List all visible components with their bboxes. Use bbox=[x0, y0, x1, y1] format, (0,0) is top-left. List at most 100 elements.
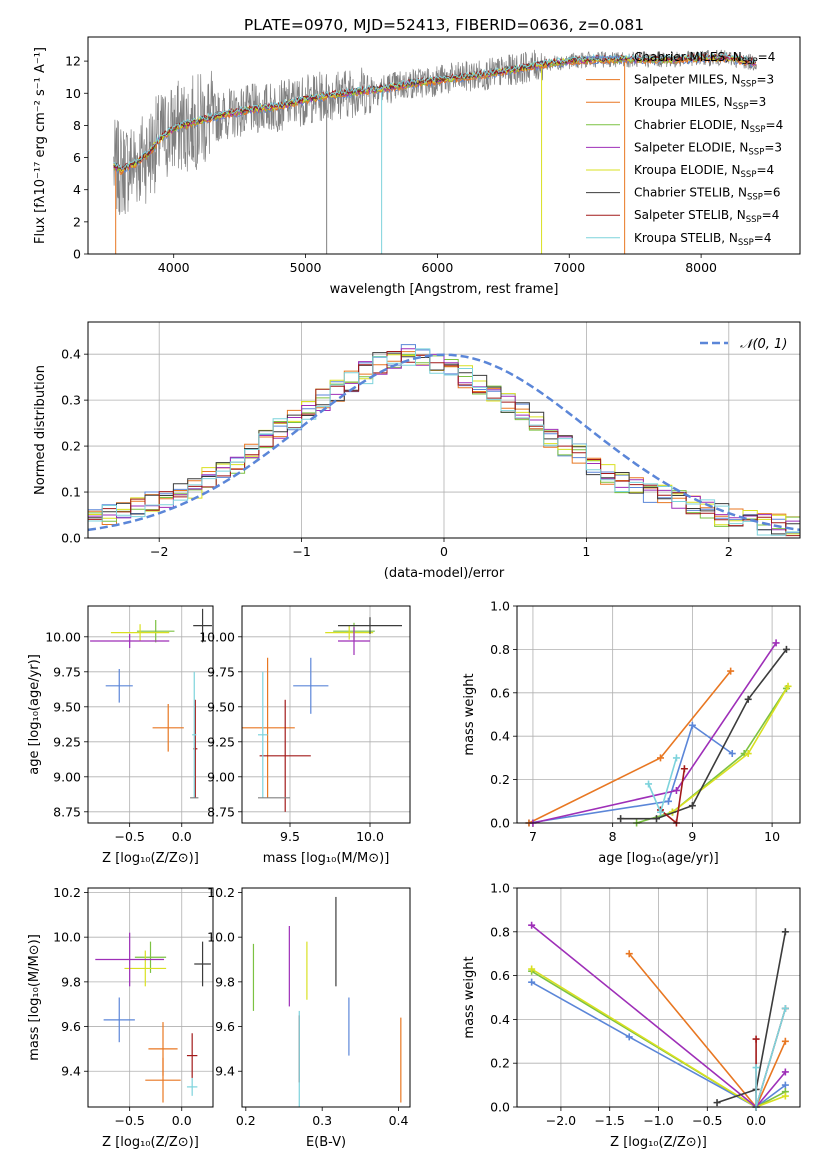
spectrum-legend-subscript: SSP bbox=[738, 238, 754, 248]
agew-point-marker-5-2 bbox=[688, 802, 696, 810]
metallicity-mass-panel: −0.5 0.0 9.4 9.6 9.8 10.0 10.2 Z [log₁₀(Z/Z⊙)] m… bbox=[27, 885, 214, 1150]
agew-point-marker-3-1 bbox=[744, 750, 752, 758]
mage-ytick-label: 8.75 bbox=[207, 804, 235, 819]
zage-ytick-label: 9.25 bbox=[53, 734, 81, 749]
ebv-ytick-label: 9.6 bbox=[215, 1019, 235, 1034]
zmass-ytick-label: 9.4 bbox=[61, 1064, 81, 1079]
agew-series-line-0 bbox=[528, 724, 733, 823]
metallicity-age-panel: −0.5 0.0 8.75 9.00 9.25 9.50 9.75 10.00 Z [log₁₀… bbox=[27, 605, 214, 866]
metallicity-weight-panel: −2.0 −1.5 −1.0 −0.5 0.0 0.0 0.2 0.4 0.6 0.8 1.0 Z [… bbox=[462, 881, 801, 1150]
agew-frame bbox=[516, 605, 801, 824]
spectrum-legend-nssp: =4 bbox=[756, 163, 774, 177]
residual-gaussian-curve bbox=[88, 353, 800, 532]
residual-xaxis-label: (data-model)/error bbox=[384, 566, 505, 581]
spectrum-legend-nssp: =4 bbox=[766, 118, 784, 132]
residual-xtick-label: −2 bbox=[150, 544, 168, 559]
zmass-yaxis-label: mass [log₁₀(M/M⊙)] bbox=[27, 934, 42, 1061]
spectrum-legend-label-6: Chabrier STELIB, NSSP=6 bbox=[634, 186, 781, 203]
zage-xtick-label: 0.0 bbox=[172, 829, 192, 844]
zw-series-line-0 bbox=[531, 981, 786, 1107]
spectrum-legend-subscript: SSP bbox=[748, 147, 764, 157]
zage-ytick-label: 9.50 bbox=[53, 699, 81, 714]
residual-histogram-6 bbox=[88, 351, 800, 537]
zw-point-marker-5-0 bbox=[713, 1099, 721, 1107]
spectrum-legend-label-1: Salpeter MILES, NSSP=3 bbox=[634, 73, 774, 90]
zmass-ytick-label: 9.8 bbox=[61, 974, 81, 989]
mage-ytick-label: 9.25 bbox=[207, 734, 235, 749]
agew-point-marker-6-2 bbox=[680, 765, 688, 773]
residual-ytick-label: 0.2 bbox=[61, 439, 81, 454]
ebv-ytick-label: 10.2 bbox=[207, 885, 235, 900]
agew-point-marker-0-2 bbox=[688, 721, 696, 729]
zw-point-marker-1-2 bbox=[781, 1037, 789, 1045]
zw-xtick-label: −1.0 bbox=[643, 1113, 673, 1128]
spectrum-legend-nssp: =3 bbox=[749, 95, 767, 109]
agew-xtick-label: 9 bbox=[688, 829, 696, 844]
residual-frame bbox=[87, 321, 801, 539]
zw-ytick-label: 0.2 bbox=[490, 1056, 510, 1071]
zw-ytick-label: 1.0 bbox=[490, 881, 510, 896]
spectrum-xtick-label: 5000 bbox=[290, 260, 322, 275]
zage-ytick-label: 10.00 bbox=[45, 629, 81, 644]
ebv-ytick-label: 9.8 bbox=[215, 974, 235, 989]
spectrum-legend-label-4: Salpeter ELODIE, NSSP=3 bbox=[634, 140, 782, 157]
agew-xtick-label: 10 bbox=[764, 829, 780, 844]
mage-ytick-label: 9.00 bbox=[207, 769, 235, 784]
zage-ytick-label: 8.75 bbox=[53, 804, 81, 819]
spectrum-legend-subscript: SSP bbox=[750, 125, 766, 135]
mage-ytick-label: 9.75 bbox=[207, 664, 235, 679]
agew-point-marker-0-3 bbox=[728, 750, 736, 758]
zage-ytick-label: 9.75 bbox=[53, 664, 81, 679]
agew-point-marker-5-4 bbox=[782, 645, 790, 653]
zw-ytick-label: 0.4 bbox=[490, 1012, 510, 1027]
residual-histogram-panel: −2 −1 0 1 2 0.0 0.1 0.2 0.3 0.4 (data-model)/error… bbox=[33, 321, 801, 581]
spectrum-xtick-label: 6000 bbox=[422, 260, 454, 275]
agew-point-marker-7-0 bbox=[645, 780, 653, 788]
mage-xtick-label: 10.0 bbox=[356, 829, 384, 844]
agew-ytick-label: 0.8 bbox=[490, 642, 510, 657]
agew-xaxis-label: age [log₁₀(age/yr)] bbox=[598, 851, 719, 866]
ebv-xaxis-label: E(B-V) bbox=[306, 1135, 346, 1150]
zw-series-line-1 bbox=[628, 953, 787, 1107]
zw-frame bbox=[516, 887, 801, 1108]
extinction-mass-panel: 0.2 0.3 0.4 9.4 9.6 9.8 10.0 10.2 E(B-V) bbox=[207, 885, 411, 1150]
zw-point-marker-0-0 bbox=[528, 978, 536, 986]
zw-point-marker-6-0 bbox=[752, 1035, 760, 1043]
agew-xtick-label: 8 bbox=[609, 829, 617, 844]
spectrum-legend-subscript: SSP bbox=[746, 215, 762, 225]
agew-yaxis-label: mass weight bbox=[462, 673, 477, 755]
zw-ytick-label: 0.6 bbox=[490, 968, 510, 983]
spectrum-legend-label-8: Kroupa STELIB, NSSP=4 bbox=[634, 231, 772, 248]
spectrum-xtick-label: 7000 bbox=[553, 260, 585, 275]
spectrum-legend-subscript: SSP bbox=[741, 80, 757, 90]
zw-yaxis-label: mass weight bbox=[462, 956, 477, 1038]
agew-ytick-label: 0.2 bbox=[490, 772, 510, 787]
ebv-xtick-label: 0.3 bbox=[312, 1113, 332, 1128]
zmass-ytick-label: 10.2 bbox=[53, 885, 81, 900]
agew-point-marker-5-1 bbox=[653, 815, 661, 823]
spectrum-xtick-label: 4000 bbox=[158, 260, 190, 275]
residual-xtick-label: −1 bbox=[292, 544, 310, 559]
residual-ytick-label: 0.1 bbox=[61, 485, 81, 500]
zw-point-marker-4-0 bbox=[528, 921, 536, 929]
ebv-xtick-label: 0.2 bbox=[236, 1113, 256, 1128]
agew-point-marker-3-2 bbox=[784, 682, 792, 690]
mage-xtick-label: 9.5 bbox=[280, 829, 300, 844]
spectrum-legend-label-5: Kroupa ELODIE, NSSP=4 bbox=[634, 163, 774, 180]
spectrum-legend-nssp: =4 bbox=[758, 50, 776, 64]
mage-ytick-label: 10.00 bbox=[199, 629, 235, 644]
zw-point-marker-3-2 bbox=[781, 1092, 789, 1100]
spectrum-ytick-label: 8 bbox=[73, 118, 81, 133]
spectrum-legend-label-7: Salpeter STELIB, NSSP=4 bbox=[634, 208, 779, 225]
zw-point-marker-5-2 bbox=[781, 928, 789, 936]
agew-series-line-6 bbox=[659, 768, 686, 823]
mage-frame bbox=[241, 605, 411, 824]
ebv-frame bbox=[241, 887, 411, 1108]
agew-point-marker-1-2 bbox=[727, 667, 735, 675]
spectrum-legend-subscript: SSP bbox=[733, 102, 749, 112]
zw-xtick-label: 0.0 bbox=[746, 1113, 766, 1128]
zmass-xtick-label: 0.0 bbox=[172, 1113, 192, 1128]
residual-histogram-4 bbox=[88, 348, 800, 531]
spectrum-ytick-label: 2 bbox=[73, 214, 81, 229]
figure-title: PLATE=0970, MJD=52413, FIBERID=0636, z=0… bbox=[244, 16, 644, 34]
